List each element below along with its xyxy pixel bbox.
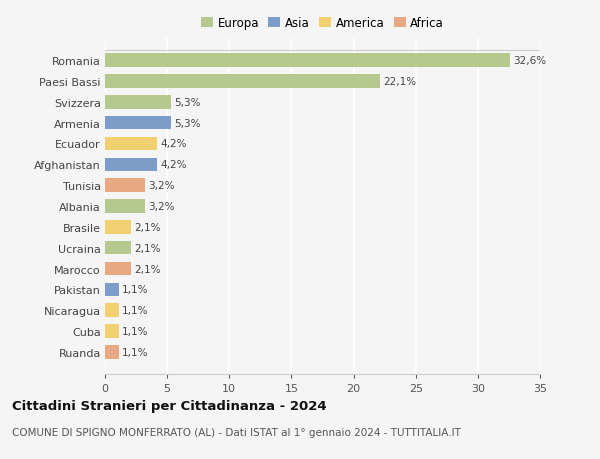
Text: 2,1%: 2,1%	[134, 243, 161, 253]
Bar	[105, 96, 171, 109]
Bar	[105, 262, 131, 276]
Text: 5,3%: 5,3%	[174, 98, 200, 107]
Bar	[105, 325, 119, 338]
Text: 3,2%: 3,2%	[148, 202, 175, 212]
Text: 3,2%: 3,2%	[148, 181, 175, 191]
Bar	[105, 117, 171, 130]
Bar	[105, 137, 157, 151]
Text: COMUNE DI SPIGNO MONFERRATO (AL) - Dati ISTAT al 1° gennaio 2024 - TUTTITALIA.IT: COMUNE DI SPIGNO MONFERRATO (AL) - Dati …	[12, 427, 461, 437]
Text: 32,6%: 32,6%	[513, 56, 547, 66]
Bar	[105, 158, 157, 172]
Text: 4,2%: 4,2%	[160, 160, 187, 170]
Bar	[105, 304, 119, 317]
Text: Cittadini Stranieri per Cittadinanza - 2024: Cittadini Stranieri per Cittadinanza - 2…	[12, 399, 326, 412]
Bar	[105, 241, 131, 255]
Text: 5,3%: 5,3%	[174, 118, 200, 129]
Bar	[105, 283, 119, 297]
Text: 1,1%: 1,1%	[122, 306, 148, 315]
Bar	[105, 221, 131, 234]
Text: 1,1%: 1,1%	[122, 285, 148, 295]
Bar	[105, 200, 145, 213]
Text: 22,1%: 22,1%	[383, 77, 416, 87]
Bar	[105, 179, 145, 192]
Text: 2,1%: 2,1%	[134, 264, 161, 274]
Bar	[105, 75, 380, 89]
Bar	[105, 345, 119, 359]
Bar	[105, 54, 510, 68]
Text: 2,1%: 2,1%	[134, 222, 161, 232]
Text: 4,2%: 4,2%	[160, 139, 187, 149]
Legend: Europa, Asia, America, Africa: Europa, Asia, America, Africa	[199, 15, 446, 33]
Text: 1,1%: 1,1%	[122, 326, 148, 336]
Text: 1,1%: 1,1%	[122, 347, 148, 357]
